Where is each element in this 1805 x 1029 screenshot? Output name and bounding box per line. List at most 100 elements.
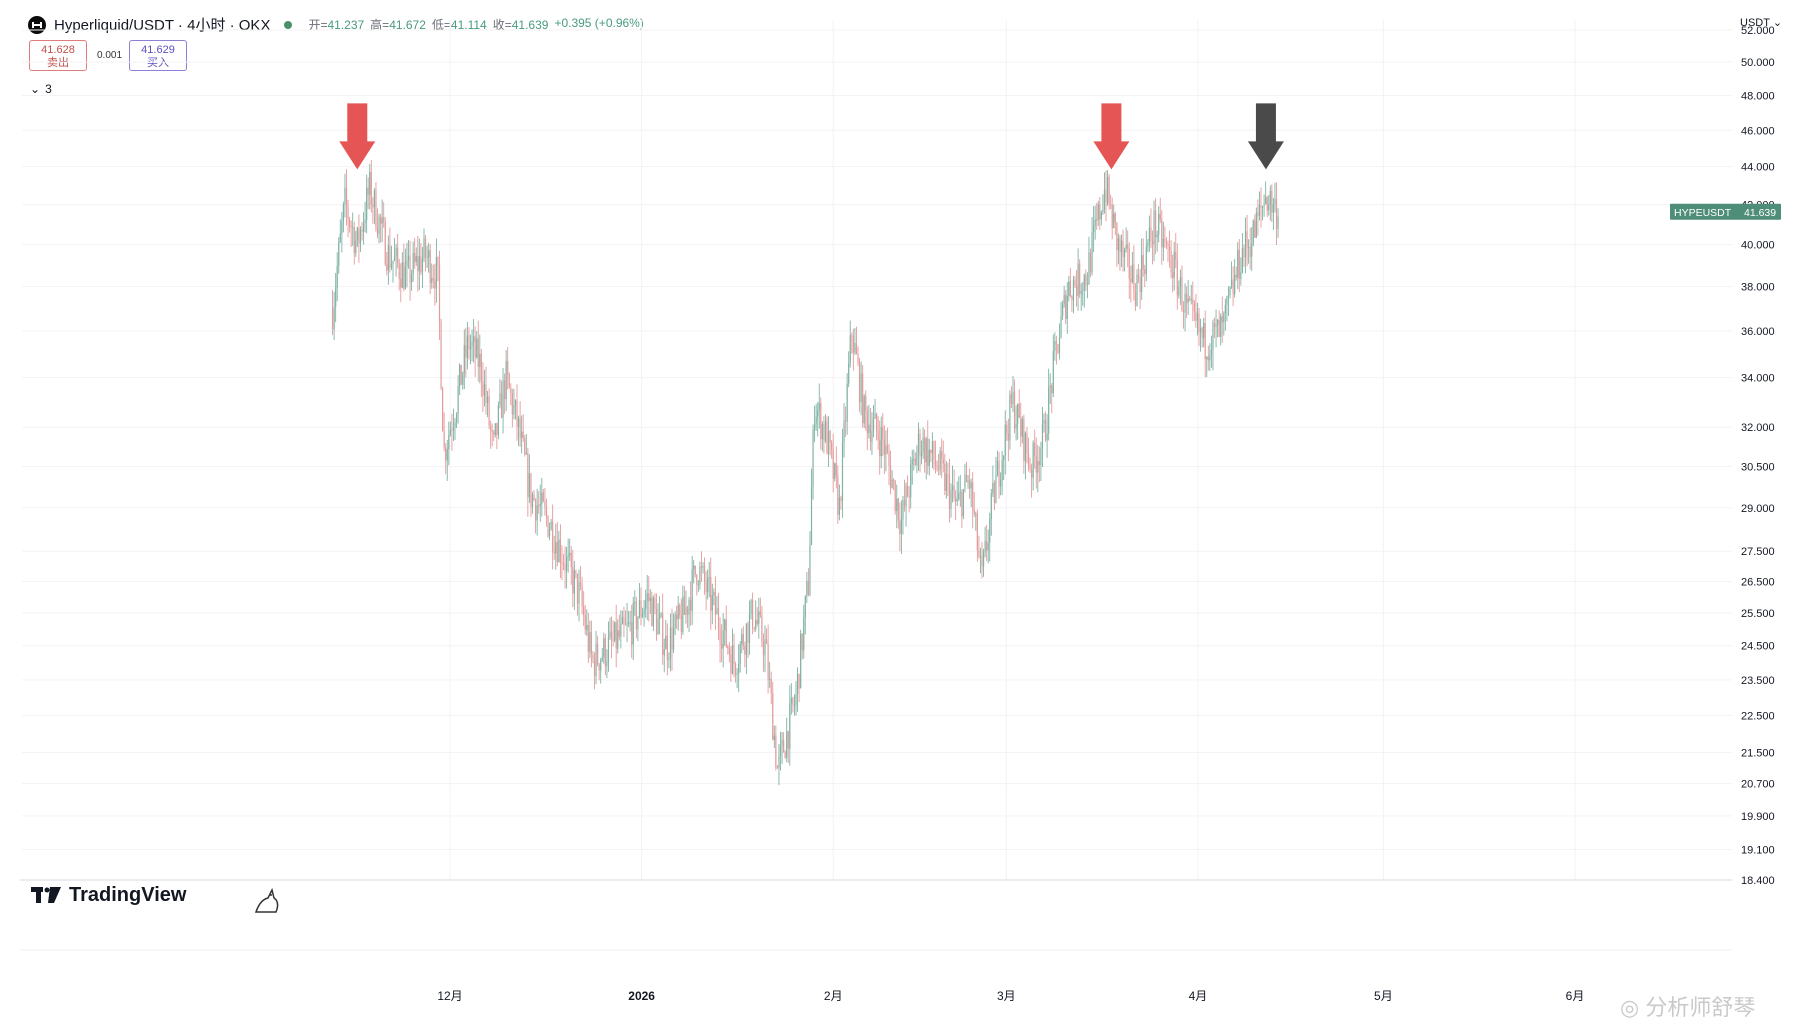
candle-body: [710, 576, 712, 611]
candle-body: [528, 473, 531, 498]
candle-body: [409, 255, 411, 283]
candle-body: [907, 485, 909, 497]
candle-body: [451, 429, 453, 431]
price-axis: 52.00050.00048.00046.00044.00042.00040.0…: [1741, 25, 1775, 887]
candle-body: [539, 504, 541, 506]
candle-body: [764, 639, 766, 656]
candle-body: [795, 694, 797, 706]
candle-body: [1120, 240, 1123, 253]
candle-body: [1161, 219, 1163, 248]
candle-body: [1204, 322, 1206, 360]
price-tick-label: 19.100: [1741, 844, 1775, 856]
candle-body: [676, 614, 678, 620]
candle-body: [765, 639, 768, 644]
candle-body: [593, 658, 596, 677]
candle-body: [598, 663, 600, 671]
sell-button[interactable]: 41.628 卖出: [29, 40, 87, 71]
candle-body: [367, 187, 369, 195]
candle-body: [500, 393, 503, 418]
candle-body: [1086, 284, 1089, 286]
candle-body: [1032, 442, 1034, 478]
sell-label: 卖出: [47, 57, 69, 69]
tradingview-logo-icon: [31, 886, 61, 905]
candle-body: [1068, 281, 1070, 296]
candle-body: [415, 255, 417, 262]
candle-body: [342, 204, 345, 222]
candle-body: [341, 221, 343, 234]
candle-body: [863, 396, 865, 424]
candle-body: [900, 519, 903, 534]
candle-body: [736, 673, 738, 675]
candle-body: [838, 497, 841, 515]
candle-body: [482, 380, 484, 396]
candle-body: [810, 487, 813, 545]
candle-body: [965, 474, 968, 483]
candle-body: [1034, 442, 1036, 457]
candle-body: [796, 674, 799, 695]
tradingview-logo[interactable]: TradingView: [31, 884, 186, 907]
candle-body: [1077, 263, 1079, 296]
candle-body: [806, 581, 808, 596]
candle-body: [979, 555, 982, 557]
candle-body: [865, 396, 867, 411]
candle-body: [479, 353, 481, 368]
candle-body: [525, 453, 527, 455]
candle-body: [604, 638, 606, 667]
buy-button[interactable]: 41.629 买入: [129, 40, 187, 71]
candle-body: [1173, 251, 1175, 278]
candle-body: [1221, 316, 1223, 323]
candle-body: [924, 437, 926, 463]
candle-body: [1207, 356, 1209, 361]
candle-body: [1190, 299, 1192, 301]
candle-body: [837, 475, 839, 515]
candle-body: [400, 278, 402, 288]
candle-body: [786, 731, 788, 759]
candle-body: [891, 479, 893, 488]
candle-body: [982, 551, 985, 567]
candle-body: [424, 238, 427, 258]
indicators-toggle[interactable]: ⌄ 3: [30, 82, 52, 96]
candle-body: [1268, 204, 1270, 211]
candle-body: [386, 264, 388, 271]
time-tick-label: 2月: [824, 989, 843, 1003]
candle-body: [601, 657, 603, 660]
candle-body: [387, 245, 389, 271]
candle-body: [423, 238, 425, 259]
candle-body: [668, 658, 670, 660]
price-tick-label: 22.500: [1741, 710, 1775, 722]
candle-body: [398, 262, 400, 279]
candle-body: [352, 227, 354, 229]
candle-body: [463, 345, 465, 374]
candle-body: [1176, 259, 1178, 296]
candle-body: [894, 480, 896, 511]
candle-body: [1006, 424, 1008, 434]
candle-body: [356, 227, 358, 240]
candle-body: [953, 485, 955, 498]
candle-body: [1192, 299, 1194, 303]
candle-body: [1224, 304, 1226, 314]
candle-body: [964, 474, 966, 490]
candle-body: [920, 452, 923, 456]
candle-body: [418, 256, 420, 272]
candle-body: [955, 497, 957, 502]
candle-body: [607, 637, 610, 662]
candle-body: [564, 564, 566, 571]
candle-body: [570, 552, 572, 568]
candle-body: [358, 227, 360, 244]
candle-body: [711, 595, 713, 611]
candle-body: [1100, 212, 1102, 220]
candle-body: [1184, 293, 1186, 313]
candle-body: [826, 421, 828, 454]
candle-body: [1172, 271, 1174, 278]
candle-body: [995, 475, 997, 504]
candle-body: [916, 452, 918, 466]
candle-body: [1004, 424, 1006, 456]
candle-body: [821, 423, 823, 440]
candle-body: [693, 565, 695, 570]
price-tick-label: 18.400: [1741, 875, 1775, 887]
candle-body: [586, 624, 588, 630]
candle-body: [927, 438, 929, 467]
currency-selector[interactable]: USDT ⌄: [1740, 16, 1782, 29]
candle-body: [958, 493, 960, 500]
